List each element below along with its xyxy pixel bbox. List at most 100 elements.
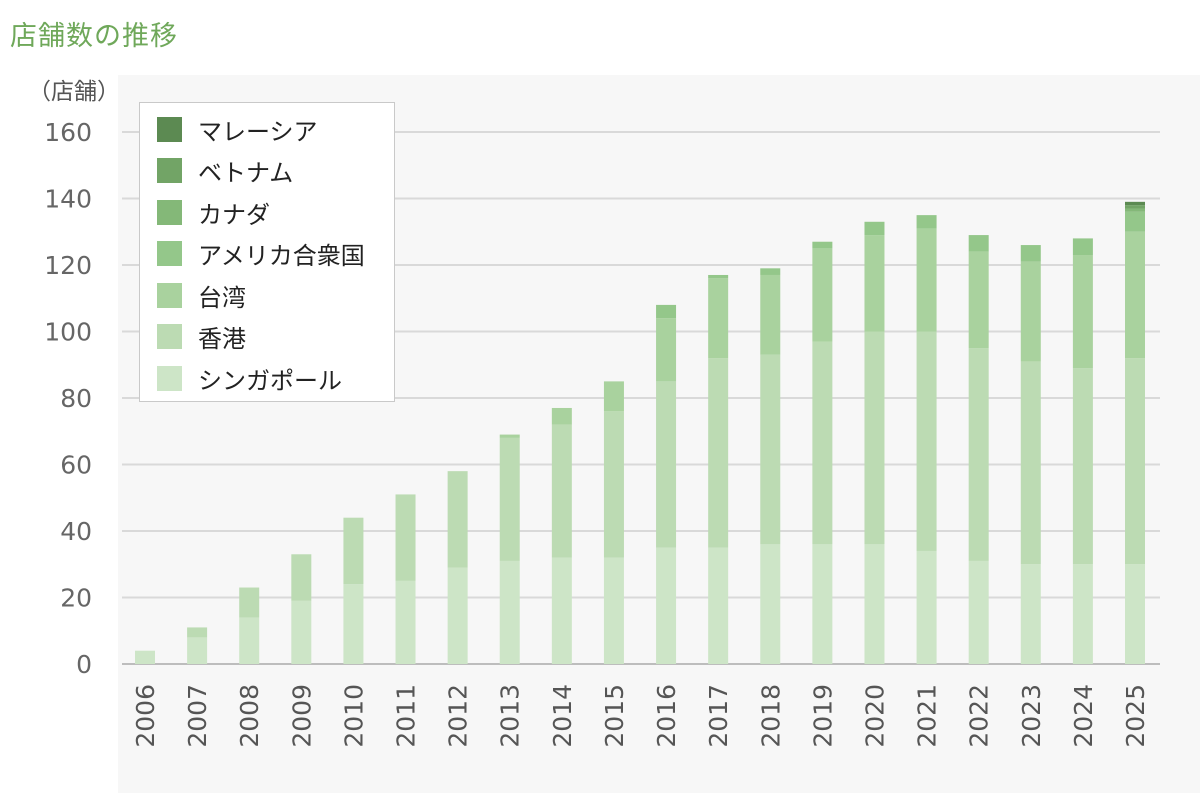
bar-segment — [551, 557, 572, 664]
legend-label: マレーシア — [198, 117, 318, 146]
legend-item: 香港 — [157, 321, 246, 353]
x-tick-label: 2011 — [392, 684, 421, 748]
x-tick-label: 2013 — [496, 684, 525, 748]
legend-item: 台湾 — [157, 279, 246, 312]
bar-segment — [864, 235, 885, 332]
bar-segment — [968, 235, 989, 252]
bar-segment — [343, 584, 364, 664]
bar-segment — [1125, 208, 1145, 212]
x-tick-label: 2023 — [1017, 684, 1046, 748]
bar-segment — [1125, 201, 1145, 206]
legend-item: ベトナム — [157, 155, 293, 187]
x-tick-label: 2012 — [444, 684, 473, 748]
bar-segment — [1125, 205, 1145, 209]
chart-legend: マレーシアベトナムカナダアメリカ合衆国 台湾香港シンガポール — [139, 102, 395, 402]
legend-item: マレーシア — [157, 113, 318, 146]
y-tick-label: 120 — [44, 251, 92, 280]
legend-label: アメリカ合衆国 — [198, 242, 365, 270]
legend-label: 台湾 — [198, 283, 246, 312]
bar-segment — [760, 544, 781, 664]
x-tick-label: 2010 — [339, 684, 368, 748]
bar-segment — [1125, 564, 1145, 664]
bar-segment — [239, 587, 260, 618]
bar-segment — [656, 547, 677, 664]
x-tick-label: 2022 — [965, 684, 994, 748]
bar-segment — [968, 348, 989, 561]
bar-segment — [1125, 231, 1145, 359]
bar-segment — [968, 251, 989, 349]
x-tick-label: 2014 — [548, 684, 577, 748]
legend-swatch — [157, 199, 182, 225]
page-title: 店舗数の推移 — [10, 21, 178, 52]
bar-segment — [760, 274, 781, 355]
legend-label: ベトナム — [198, 159, 294, 187]
bar-segment — [812, 341, 833, 545]
bar-segment — [499, 434, 520, 438]
bar-segment — [708, 274, 729, 279]
bar-segment — [447, 567, 468, 664]
legend-item: カナダ — [157, 196, 270, 229]
bar-segment — [1072, 368, 1093, 565]
bar-segment — [864, 221, 885, 236]
x-tick-label: 2020 — [860, 684, 889, 748]
bar-segment — [1020, 245, 1041, 262]
x-tick-label: 2008 — [235, 684, 264, 748]
bar-segment — [1020, 361, 1041, 565]
bar-segment — [1020, 564, 1041, 664]
bar-segment — [551, 407, 572, 425]
y-tick-label: 80 — [60, 384, 92, 413]
x-tick-label: 2018 — [756, 684, 785, 748]
x-tick-label: 2025 — [1121, 684, 1150, 748]
bar-segment — [968, 560, 989, 664]
legend-label: シンガポール — [198, 366, 342, 395]
bar-segment — [916, 215, 937, 229]
bar-segment — [812, 544, 833, 664]
bar-segment — [239, 617, 260, 664]
y-tick-label: 40 — [60, 517, 92, 546]
bar-segment — [708, 358, 729, 548]
x-tick-label: 2017 — [704, 684, 733, 748]
bar-segment — [708, 278, 729, 359]
x-tick-label: 2021 — [913, 684, 942, 748]
bar-segment — [603, 557, 624, 664]
bar-segment — [760, 354, 781, 545]
bar-segment — [1072, 238, 1093, 256]
legend-swatch — [157, 365, 182, 391]
bar-segment — [499, 437, 520, 561]
x-tick-label: 2016 — [652, 684, 681, 748]
x-tick-label: 2006 — [131, 684, 160, 748]
x-tick-label: 2024 — [1069, 684, 1098, 748]
x-tick-label: 2007 — [183, 684, 212, 748]
bar-segment — [1072, 255, 1093, 369]
legend-swatch — [157, 241, 182, 266]
bar-segment — [1125, 358, 1145, 565]
bar-segment — [603, 381, 624, 412]
bar-segment — [291, 554, 312, 601]
bar-segment — [656, 304, 677, 319]
y-tick-label: 60 — [60, 451, 92, 480]
y-tick-label: 20 — [60, 584, 92, 613]
bar-segment — [916, 228, 937, 332]
legend-swatch — [157, 282, 182, 308]
legend-item: シンガポール — [157, 362, 342, 395]
bar-segment — [343, 517, 364, 585]
legend-item: アメリカ合衆国 — [157, 238, 365, 270]
legend-label: カナダ — [198, 200, 270, 229]
y-tick-label: 0 — [76, 650, 92, 679]
legend-swatch — [157, 116, 182, 142]
bar-segment — [395, 494, 416, 581]
bar-segment — [864, 544, 885, 664]
x-tick-label: 2015 — [600, 684, 629, 748]
bar-segment — [812, 248, 833, 342]
bar-segment — [760, 268, 781, 275]
bar-segment — [708, 547, 729, 664]
bar-segment — [656, 318, 677, 382]
bar-segment — [864, 331, 885, 545]
bar-segment — [291, 600, 312, 664]
bar-segment — [1072, 564, 1093, 664]
y-axis-label: （店舗） — [28, 79, 120, 105]
bar-segment — [656, 381, 677, 548]
x-tick-label: 2009 — [287, 684, 316, 748]
legend-swatch — [157, 158, 182, 183]
